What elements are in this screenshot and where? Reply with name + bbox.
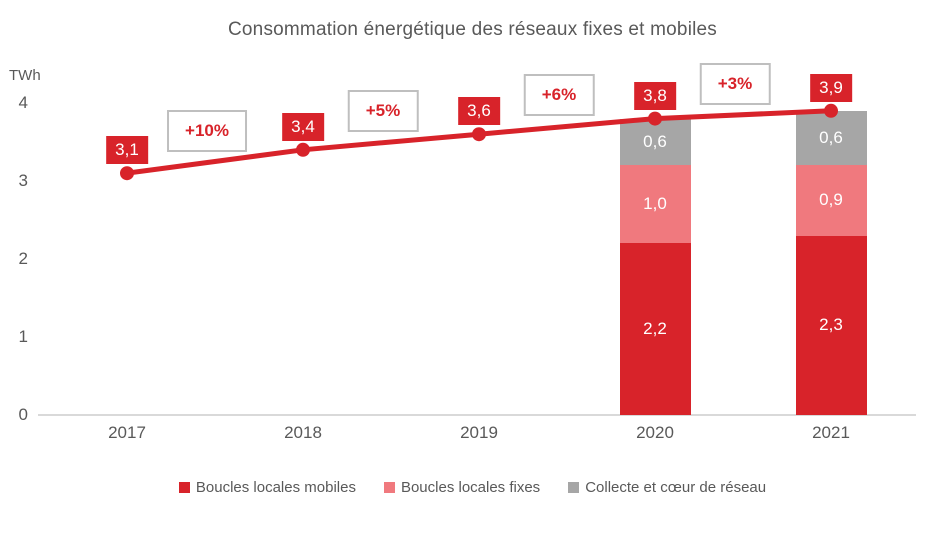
x-axis-line	[38, 414, 916, 416]
value-label-chip: 3,8	[634, 81, 676, 110]
legend-item: Boucles locales mobiles	[178, 479, 356, 496]
bar-segment-label: 0,9	[819, 190, 843, 210]
value-label-chip: 3,4	[282, 112, 324, 141]
bar-segment-label: 0,6	[643, 131, 667, 151]
bar-segment: 0,9	[795, 165, 867, 236]
legend: Boucles locales mobiles Boucles locales f…	[0, 479, 945, 496]
bar-segment: 2,3	[795, 235, 867, 415]
bar-segment-label: 0,6	[819, 128, 843, 148]
bar-segment-label: 2,2	[643, 319, 667, 339]
x-tick-label: 2020	[636, 423, 674, 442]
x-tick-label: 2021	[812, 423, 850, 442]
y-tick-label: 3	[18, 171, 28, 190]
value-label-chip: 3,1	[106, 136, 148, 165]
legend-item: Boucles locales fixes	[383, 479, 541, 496]
growth-label-box: +5%	[347, 90, 419, 132]
growth-label-box: +3%	[699, 62, 771, 105]
legend-color-swatch	[178, 482, 190, 493]
x-tick-label: 2019	[460, 423, 498, 442]
growth-label-box: +10%	[167, 109, 247, 152]
chart-title: Consommation énergétique des réseaux fix…	[227, 19, 718, 40]
bar-segment-label: 2,3	[819, 315, 843, 335]
y-axis-unit-label: TWh	[9, 67, 41, 84]
bar-segment: 1,0	[619, 165, 691, 244]
value-label-chip: 3,6	[458, 97, 500, 126]
bar-segment: 0,6	[795, 110, 867, 166]
legend-label: Boucles locales mobiles	[195, 479, 356, 496]
legend-color-swatch	[383, 482, 395, 493]
legend-label: Boucles locales fixes	[400, 479, 541, 496]
y-tick-label: 0	[18, 405, 28, 424]
bar-segment: 2,2	[619, 243, 691, 415]
y-tick-label: 4	[18, 93, 28, 112]
bar-segment-label: 1,0	[643, 194, 667, 214]
value-label-chip: 3,9	[810, 73, 852, 102]
line-marker	[472, 127, 486, 142]
x-tick-label: 2017	[108, 423, 146, 442]
bar-segment: 0,6	[619, 118, 691, 166]
line-marker	[296, 142, 310, 157]
y-tick-label: 2	[18, 249, 28, 268]
legend-label: Collecte et cœur de réseau	[585, 479, 767, 496]
y-tick-label: 1	[18, 327, 28, 346]
growth-label-box: +6%	[523, 74, 595, 117]
legend-color-swatch	[568, 482, 580, 493]
legend-item: Collecte et cœur de réseau	[568, 479, 766, 496]
line-marker	[120, 166, 134, 181]
x-tick-label: 2018	[284, 423, 322, 442]
